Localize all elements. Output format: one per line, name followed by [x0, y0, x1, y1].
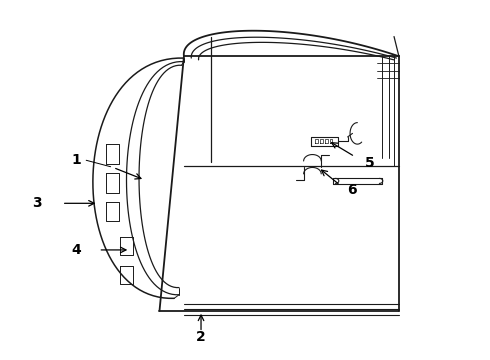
Text: 5: 5	[365, 156, 374, 170]
Text: 1: 1	[72, 153, 81, 167]
Text: 4: 4	[72, 243, 81, 257]
Text: 3: 3	[32, 196, 42, 210]
Text: 2: 2	[196, 330, 206, 344]
Text: 6: 6	[347, 183, 356, 197]
